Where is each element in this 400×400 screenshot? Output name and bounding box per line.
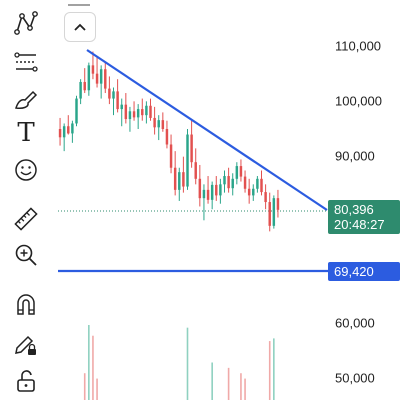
candle-body — [256, 178, 259, 189]
candle-body — [75, 98, 78, 124]
volume-bar — [227, 367, 230, 400]
zoom-in-icon[interactable] — [8, 238, 44, 272]
chevron-up-icon — [74, 23, 86, 31]
price-axis-label: 110,000 — [335, 38, 382, 54]
horizontal-line-price-tag: 69,420 — [328, 262, 400, 281]
candle-body — [272, 198, 276, 226]
candle-body — [260, 178, 263, 193]
candle-body — [194, 162, 197, 179]
candle-body — [141, 109, 144, 116]
ruler-tool-icon[interactable] — [8, 202, 44, 236]
candle-body — [182, 172, 185, 187]
candle-body — [99, 69, 103, 84]
candle-body — [239, 166, 243, 177]
candle-body — [173, 167, 177, 190]
volume-bar — [83, 373, 86, 400]
candle-body — [268, 202, 271, 226]
candle-body — [153, 117, 156, 128]
volume-bar — [96, 378, 98, 400]
price-axis-label: 50,000 — [335, 370, 375, 386]
fib-retracement-tool-icon[interactable] — [8, 45, 44, 79]
candle-body — [157, 120, 160, 128]
price-axis-label: 100,000 — [335, 93, 382, 109]
candle-body — [198, 178, 202, 199]
brush-tool-icon[interactable] — [8, 82, 44, 116]
candle-body — [58, 129, 62, 138]
horizontal-line-value: 69,420 — [334, 264, 374, 279]
unlock-icon[interactable] — [8, 364, 44, 398]
candle-body — [252, 188, 255, 196]
price-axis-label: 90,000 — [335, 148, 375, 164]
price-axis-label: 60,000 — [335, 315, 375, 331]
candle-body — [243, 176, 247, 189]
candle-body — [231, 178, 234, 189]
collapse-button[interactable] — [64, 12, 96, 42]
candle-body — [116, 91, 119, 110]
candle-body — [87, 65, 91, 91]
candle-body — [276, 198, 280, 210]
candle-body — [202, 189, 206, 199]
candle-body — [145, 105, 148, 116]
candle-body — [247, 188, 251, 196]
drawing-toolbar: T — [0, 0, 52, 400]
candle-body — [91, 65, 95, 74]
candle-body — [161, 120, 165, 129]
volume-bar — [244, 378, 246, 400]
current-price-value: 80,396 — [334, 202, 374, 217]
candle-body — [264, 192, 267, 203]
candle-body — [132, 111, 136, 118]
candle-body — [169, 144, 173, 168]
lock-drawings-pencil-icon[interactable] — [8, 328, 44, 362]
volume-bar — [88, 325, 90, 400]
candle-body — [215, 184, 218, 196]
volume-bar — [92, 335, 94, 400]
resistance-trend-line[interactable] — [86, 49, 328, 211]
candle-body — [149, 105, 152, 118]
candle-body — [165, 129, 169, 145]
magnet-icon[interactable] — [8, 288, 44, 322]
candle-body — [104, 69, 107, 89]
text-tool-glyph: T — [17, 118, 35, 148]
candle-body — [112, 91, 115, 99]
candle-countdown: 20:48:27 — [334, 217, 385, 232]
candle-body — [71, 123, 74, 134]
volume-bar — [268, 341, 271, 400]
candle-body — [227, 176, 230, 189]
candle-body — [67, 126, 70, 134]
candle-body — [136, 109, 140, 118]
candle-body — [124, 104, 128, 120]
volume-bar — [273, 338, 275, 400]
trend-line-tool-icon[interactable] — [8, 6, 44, 40]
volume-bar — [186, 327, 189, 400]
candle-body — [186, 134, 189, 187]
candle-body — [108, 88, 111, 99]
candle-body — [178, 172, 181, 190]
candle-body — [210, 184, 214, 200]
top-tab-indicator — [68, 0, 90, 6]
volume-bar — [211, 362, 213, 400]
candle-body — [235, 166, 239, 179]
candle-body — [223, 176, 226, 185]
candle-body — [62, 126, 66, 138]
text-tool-icon[interactable]: T — [8, 116, 44, 150]
candle-body — [95, 73, 99, 84]
candle-body — [190, 134, 193, 163]
candle-body — [128, 111, 132, 120]
emoji-tool-icon[interactable] — [8, 153, 44, 187]
candle-body — [83, 81, 86, 91]
current-price-tag: 80,396 20:48:27 — [328, 200, 400, 234]
candle-body — [120, 104, 123, 110]
candle-body — [219, 184, 222, 196]
candle-body — [206, 189, 210, 200]
volume-bar — [240, 373, 242, 400]
candle-body — [79, 81, 82, 99]
